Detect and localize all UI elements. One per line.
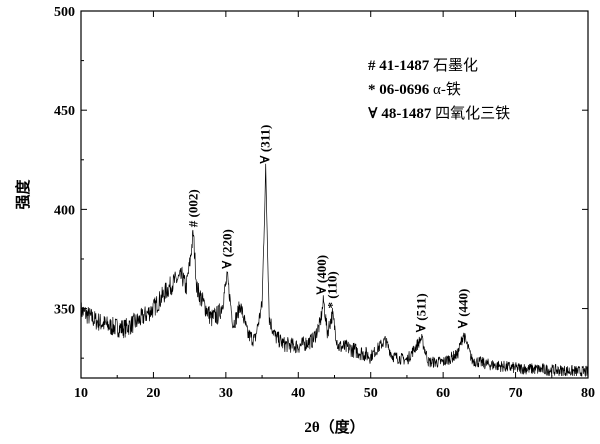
labels-layer: 10 20 30 40 50 60 70 80 350 400 450 500 2θ（度） 强度 # 41-… — [14, 5, 595, 436]
x-axis-title: 2θ（度） — [304, 418, 364, 436]
legend-code: 41-1487 — [379, 58, 433, 74]
legend-entry: * 06-0696 α-铁 — [368, 81, 461, 98]
y-axis-title: 强度 — [14, 179, 32, 210]
peak-annotation: ∀ (311) — [258, 125, 273, 164]
legend-code: 06-0696 — [379, 82, 433, 98]
legend-symbol: * — [368, 82, 379, 98]
legend-phase: α-铁 — [433, 81, 461, 98]
legend-phase: 四氧化三铁 — [435, 105, 510, 122]
legend-code: 48-1487 — [381, 106, 435, 122]
legend-symbol: # — [368, 58, 379, 74]
y-tick-label: 350 — [54, 303, 75, 318]
x-tick-label: 70 — [509, 386, 523, 401]
x-tick-label: 20 — [146, 386, 160, 401]
axes-layer — [80, 10, 589, 379]
peak-annotation: * (110) — [324, 271, 339, 308]
y-tick-label: 400 — [54, 203, 75, 218]
x-tick-label: 10 — [74, 386, 88, 401]
peak-annotation: ∀ (400) — [314, 255, 329, 295]
x-tick-label: 40 — [291, 386, 305, 401]
legend-entry: ∀ 48-1487 四氧化三铁 — [368, 105, 510, 122]
x-tick-label: 80 — [581, 386, 595, 401]
peak-annotation: # (002) — [185, 189, 200, 227]
legend-phase: 石墨化 — [433, 57, 478, 74]
peak-annotation: ∀ (220) — [219, 229, 234, 269]
y-tick-label: 500 — [54, 5, 75, 20]
x-tick-label: 50 — [364, 386, 378, 401]
spectrum-line — [80, 163, 589, 378]
peak-annotation: ∀ (440) — [455, 289, 470, 329]
x-tick-label: 30 — [219, 386, 233, 401]
y-tick-label: 450 — [54, 104, 75, 119]
x-tick-label: 60 — [436, 386, 450, 401]
legend-entry: # 41-1487 石墨化 — [368, 57, 478, 74]
legend-symbol: ∀ — [368, 106, 381, 122]
peak-annotation: ∀ (511) — [413, 293, 428, 332]
spectrum-layer — [80, 163, 589, 378]
